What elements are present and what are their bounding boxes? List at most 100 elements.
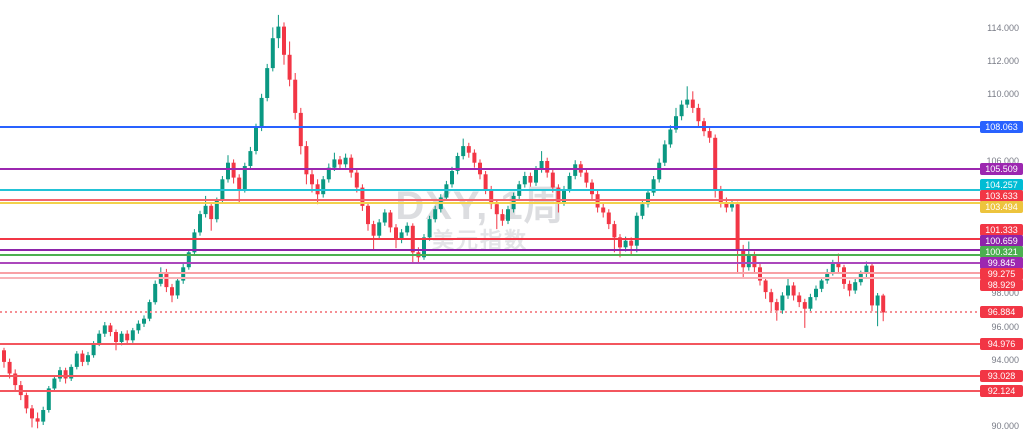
candle-body xyxy=(80,353,85,362)
candle-body xyxy=(494,204,499,215)
candle-body xyxy=(881,295,886,313)
candle-body xyxy=(864,265,869,274)
candle-body xyxy=(13,373,18,386)
price-line-badge[interactable]: 98.929 xyxy=(980,278,1023,291)
candle-body xyxy=(791,285,796,296)
candle-body xyxy=(472,152,477,163)
candle-body xyxy=(91,343,96,356)
price-line[interactable] xyxy=(0,343,980,345)
candle-body xyxy=(752,255,757,268)
candle-body xyxy=(226,162,230,180)
candle-body xyxy=(332,159,337,168)
candle-body xyxy=(618,237,622,248)
candle-body xyxy=(371,224,376,236)
candle-body xyxy=(366,205,370,225)
candle-body xyxy=(763,280,768,293)
candle-body xyxy=(175,280,180,296)
candle-body xyxy=(142,318,146,324)
candle-body xyxy=(30,408,34,419)
candle-body xyxy=(203,205,208,215)
price-line[interactable] xyxy=(0,201,980,204)
candle-body xyxy=(780,295,785,311)
candle-body xyxy=(259,97,264,128)
price-line[interactable] xyxy=(0,254,980,257)
price-line[interactable] xyxy=(0,237,980,240)
candle-body xyxy=(58,370,62,379)
candle-body xyxy=(629,240,634,246)
candle-body xyxy=(769,292,774,303)
candle-body xyxy=(836,263,841,268)
candle-body xyxy=(562,189,566,203)
price-line[interactable] xyxy=(0,375,980,378)
price-line-badge[interactable]: 96.884 xyxy=(980,306,1023,319)
candle-body xyxy=(814,288,818,298)
price-line-badge[interactable]: 92.124 xyxy=(980,385,1023,398)
price-line[interactable] xyxy=(0,390,980,393)
candle-body xyxy=(326,167,331,180)
candle-body xyxy=(875,295,880,306)
candle-body xyxy=(388,212,393,228)
candle-body xyxy=(718,190,723,203)
candle-body xyxy=(825,272,830,281)
candle-body xyxy=(651,179,656,193)
price-line-badge[interactable]: 100.659 xyxy=(980,234,1023,247)
candle-body xyxy=(433,209,438,220)
candle-wick xyxy=(686,86,688,108)
candle-body xyxy=(35,418,40,422)
candle-body xyxy=(528,176,533,183)
price-line-badge[interactable]: 103.494 xyxy=(980,201,1023,214)
candle-body xyxy=(634,215,639,246)
candle-body xyxy=(153,283,158,303)
candle-body xyxy=(612,224,617,238)
price-line-badge[interactable]: 105.509 xyxy=(980,163,1023,176)
candle-body xyxy=(192,232,197,253)
candle-body xyxy=(741,249,746,268)
candle-body xyxy=(690,99,695,108)
candle-body xyxy=(623,240,628,248)
candle-body xyxy=(847,283,852,291)
price-line-badge[interactable]: 101.333 xyxy=(980,223,1023,236)
candle-body xyxy=(108,325,113,332)
candle-body xyxy=(354,172,359,188)
price-line[interactable] xyxy=(0,125,980,128)
candle-wick xyxy=(804,298,806,328)
price-line-badge[interactable]: 104.257 xyxy=(980,179,1023,192)
price-line[interactable] xyxy=(0,248,980,251)
candle-body xyxy=(214,200,219,220)
candle-body xyxy=(130,330,135,341)
price-line[interactable] xyxy=(0,168,980,171)
candle-body xyxy=(786,285,790,296)
candle-body xyxy=(7,361,12,374)
price-line-badge[interactable]: 94.976 xyxy=(980,338,1023,350)
candle-body xyxy=(539,161,544,170)
candle-body xyxy=(730,204,734,208)
price-line-badge[interactable]: 103.633 xyxy=(980,190,1023,203)
candle-body xyxy=(870,265,874,306)
y-axis-tick-label: 90.000 xyxy=(991,421,1019,432)
candle-body xyxy=(735,204,740,249)
price-line[interactable] xyxy=(0,271,980,274)
candle-body xyxy=(343,157,348,165)
price-line[interactable] xyxy=(0,277,980,280)
price-line[interactable] xyxy=(0,311,980,314)
price-line-badge[interactable]: 99.275 xyxy=(980,267,1023,280)
candle-body xyxy=(349,157,354,173)
candle-body xyxy=(399,232,404,239)
candle-body xyxy=(668,129,673,145)
candle-body xyxy=(427,219,432,238)
price-line-badge[interactable]: 108.063 xyxy=(980,120,1023,133)
price-line[interactable] xyxy=(0,189,980,191)
candle-body xyxy=(41,410,46,422)
price-line-badge[interactable]: 93.028 xyxy=(980,370,1023,383)
price-line-badge[interactable]: 99.845 xyxy=(980,256,1023,269)
candle-body xyxy=(382,212,387,223)
price-line-badge[interactable]: 100.321 xyxy=(980,245,1023,258)
price-line[interactable] xyxy=(0,262,980,265)
y-axis-tick-label: 110.000 xyxy=(987,89,1019,100)
candle-body xyxy=(86,355,90,362)
candle-body xyxy=(360,187,365,206)
price-line[interactable] xyxy=(0,199,980,202)
candle-body xyxy=(662,144,667,163)
candle-body xyxy=(298,112,303,147)
